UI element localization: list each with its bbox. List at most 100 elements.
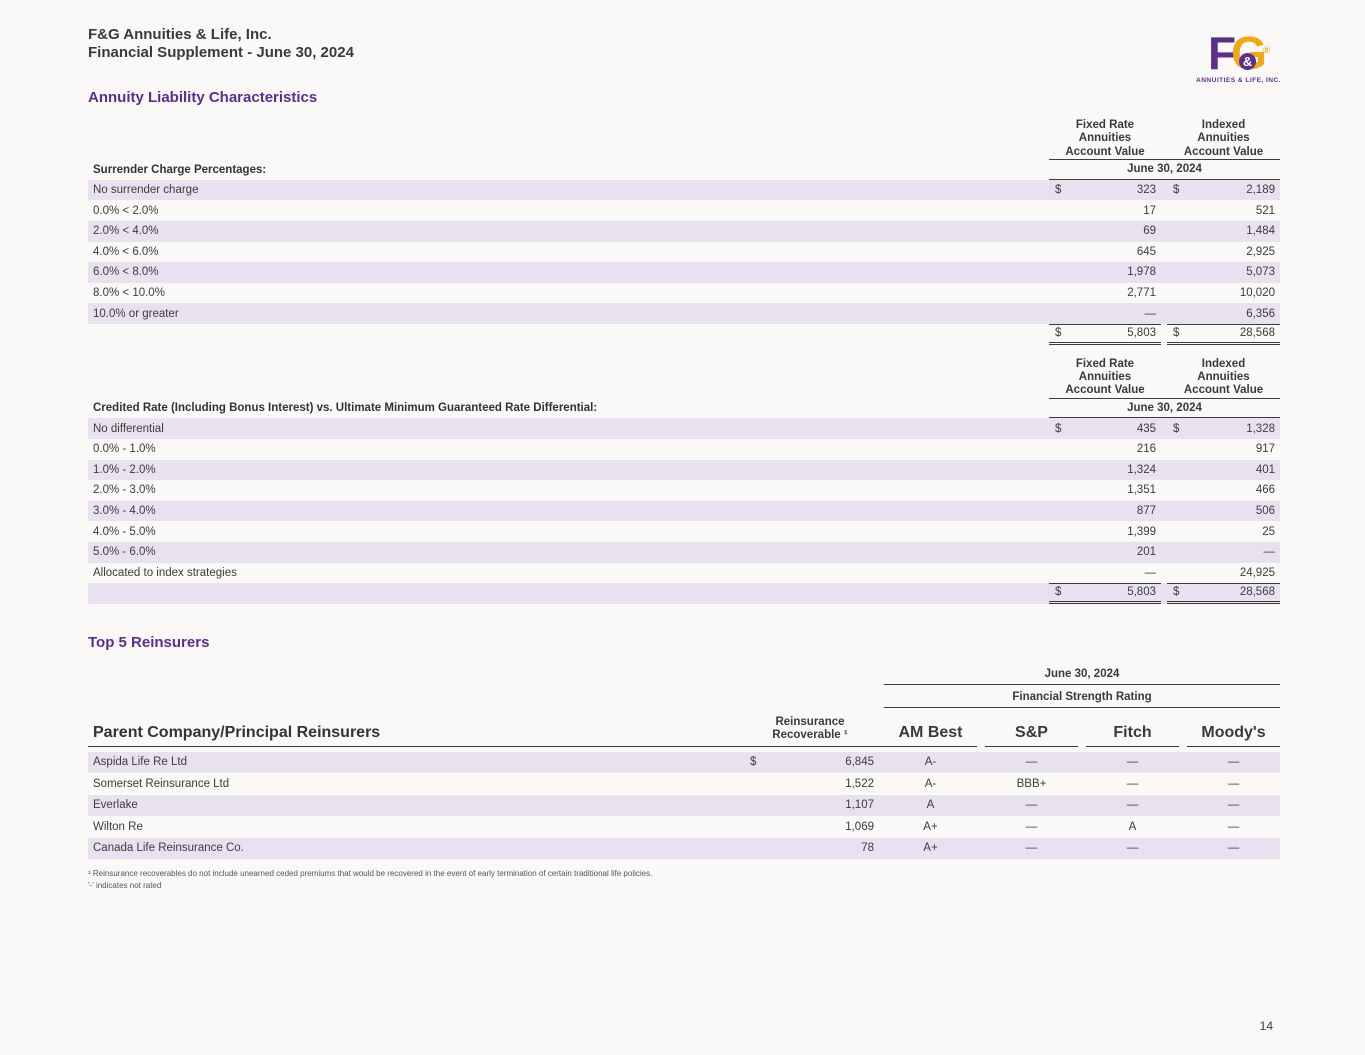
table-row: 0.0% - 1.0% 216 917 — [88, 439, 1280, 460]
fixed-rate-value: 1,324 — [1049, 460, 1161, 481]
table-row: 0.0% < 2.0% 17 521 — [88, 200, 1280, 221]
logo-caption: ANNUITIES & LIFE, INC. — [1196, 77, 1281, 84]
reinsurer-name: Everlake — [93, 799, 138, 812]
indexed-value: 5,073 — [1167, 262, 1280, 283]
amount: 435 — [1136, 422, 1156, 435]
indexed-value: — — [1167, 542, 1280, 563]
moodys-rating: — — [1227, 842, 1240, 855]
row-label: 4.0% < 6.0% — [93, 245, 159, 258]
table-row: 5.0% - 6.0% 201 — — [88, 541, 1280, 563]
amount: 1,069 — [845, 820, 874, 833]
moodys-rating: — — [1227, 799, 1240, 812]
indexed-value: $2,189 — [1167, 180, 1280, 201]
table2-total-row: $5,803 $28,568 — [88, 583, 1280, 604]
amount: 5,073 — [1246, 266, 1275, 279]
table-row: No surrender charge $323 $2,189 — [88, 179, 1280, 201]
amount: 1,324 — [1127, 463, 1156, 476]
indexed-value: 401 — [1167, 460, 1280, 481]
table-row: 8.0% < 10.0% 2,771 10,020 — [88, 283, 1280, 304]
indexed-value: 506 — [1167, 501, 1280, 522]
recoverable-value: 78 — [736, 838, 884, 860]
dollar-sign: $ — [1173, 422, 1180, 435]
reinsurers-date-header: June 30, 2024 — [884, 665, 1280, 685]
amount: 28,568 — [1239, 327, 1275, 340]
table2-section-row: Credited Rate (Including Bonus Interest)… — [88, 397, 1280, 419]
reinsurers-fsr-row: Financial Strength Rating — [88, 688, 1280, 708]
amount: 1,107 — [845, 799, 874, 812]
amount: 917 — [1255, 443, 1275, 456]
recoverable-value: 1,522 — [736, 773, 884, 795]
indexed-value: 917 — [1167, 439, 1280, 460]
footnotes: ¹ Reinsurance recoverables do not includ… — [88, 868, 1280, 892]
amount: — — [1263, 546, 1276, 559]
table-row: 2.0% - 3.0% 1,351 466 — [88, 480, 1280, 501]
indexed-value: $1,328 — [1167, 418, 1280, 439]
indexed-value: 25 — [1167, 521, 1280, 542]
amount: 2,189 — [1246, 184, 1275, 197]
fixed-rate-column-header: Fixed Rate Annuities Account Value — [1065, 357, 1145, 397]
am-best-rating: A- — [924, 777, 937, 790]
reinsurance-recoverable-column-header: Reinsurance Recoverable ¹ — [736, 716, 884, 747]
indexed-total: $28,568 — [1167, 323, 1280, 345]
table2-column-headers: Fixed Rate Annuities Account Value Index… — [88, 358, 1280, 398]
amount: 506 — [1255, 505, 1275, 518]
row-label: 2.0% < 4.0% — [93, 225, 159, 238]
row-label: 6.0% < 8.0% — [93, 266, 159, 279]
reinsurer-row: Aspida Life Re Ltd $6,845 A- — — — — [88, 751, 1280, 774]
table-row: 6.0% < 8.0% 1,978 5,073 — [88, 262, 1280, 283]
amount: 521 — [1255, 204, 1275, 217]
amount: 6,356 — [1246, 307, 1275, 320]
amount: 201 — [1136, 546, 1156, 559]
fitch-rating: — — [1126, 799, 1139, 812]
fg-logo-mark: FG & ® — [1208, 30, 1270, 76]
reinsurer-row: Wilton Re 1,069 A+ — A — — [88, 816, 1280, 838]
indexed-column-header: Indexed Annuities Account Value — [1183, 119, 1264, 158]
fixed-rate-value: $323 — [1049, 180, 1161, 201]
am-best-column-header: AM Best — [884, 724, 977, 747]
fixed-rate-value: 2,771 — [1049, 283, 1161, 304]
reinsurer-row: Somerset Reinsurance Ltd 1,522 A- BBB+ —… — [88, 773, 1280, 795]
table-row: 4.0% - 5.0% 1,399 25 — [88, 521, 1280, 542]
dollar-sign: $ — [1055, 586, 1062, 599]
parent-company-column-header: Parent Company/Principal Reinsurers — [88, 724, 736, 747]
footnote-reinsurance: ¹ Reinsurance recoverables do not includ… — [88, 869, 653, 879]
row-label: No surrender charge — [93, 184, 199, 197]
amount: 6,845 — [845, 756, 874, 769]
fixed-rate-value: — — [1049, 563, 1161, 584]
amount: 1,978 — [1127, 266, 1156, 279]
amount: 69 — [1143, 225, 1156, 238]
row-label: 3.0% - 4.0% — [93, 505, 156, 518]
footnote-not-rated: '-' indicates not rated — [88, 881, 162, 891]
row-label: No differential — [93, 422, 164, 435]
indexed-value: 6,356 — [1167, 303, 1280, 324]
fixed-rate-value: 1,399 — [1049, 521, 1161, 542]
moodys-rating: — — [1227, 777, 1240, 790]
financial-strength-rating-header: Financial Strength Rating — [884, 688, 1280, 708]
dollar-sign: $ — [1055, 327, 1062, 340]
row-label: 0.0% < 2.0% — [93, 204, 159, 217]
table-row: 1.0% - 2.0% 1,324 401 — [88, 459, 1280, 481]
fixed-rate-value: 69 — [1049, 221, 1161, 242]
reinsurer-row: Everlake 1,107 A — — — — [88, 794, 1280, 817]
fixed-rate-value: 645 — [1049, 242, 1161, 263]
row-label: 0.0% - 1.0% — [93, 443, 156, 456]
am-best-rating: A+ — [923, 820, 938, 833]
table2-section-label: Credited Rate (Including Bonus Interest)… — [93, 402, 598, 415]
table1-section-label: Surrender Charge Percentages: — [93, 163, 267, 176]
fixed-rate-value: 1,351 — [1049, 480, 1161, 501]
amount: — — [1144, 307, 1157, 320]
sp-rating: — — [1025, 799, 1038, 812]
sp-rating: — — [1025, 842, 1038, 855]
amount: 78 — [861, 842, 874, 855]
indexed-column-header: Indexed Annuities Account Value — [1183, 357, 1264, 397]
fixed-rate-value: 201 — [1049, 542, 1161, 563]
table-row: Allocated to index strategies — 24,925 — [88, 563, 1280, 584]
amount: 5,803 — [1127, 586, 1156, 599]
amount: 1,522 — [845, 777, 874, 790]
indexed-value: 2,925 — [1167, 242, 1280, 263]
recoverable-value: $6,845 — [736, 752, 884, 774]
dollar-sign: $ — [1173, 184, 1180, 197]
fitch-rating: — — [1126, 756, 1139, 769]
fixed-rate-value: 17 — [1049, 200, 1161, 221]
amount: 24,925 — [1239, 566, 1275, 579]
